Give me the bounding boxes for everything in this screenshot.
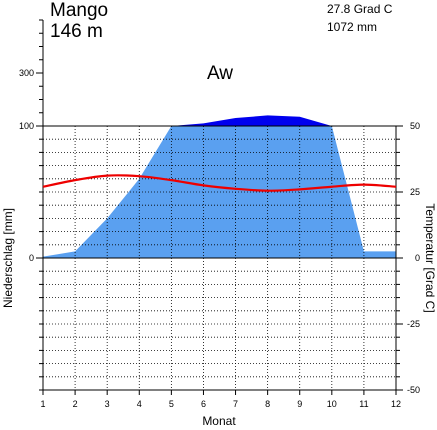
annual-precipitation: 1072 mm <box>327 20 378 34</box>
right-axis-label: Temperatur [Grad C] <box>423 203 437 312</box>
left-tick-label: 300 <box>19 68 34 78</box>
left-axis-label: Niederschlag [mm] <box>1 208 15 308</box>
annual-mean-temperature: 27.8 Grad C <box>327 2 393 16</box>
x-tick-label: 1 <box>40 399 45 409</box>
koppen-climate-label: Aw <box>207 63 233 84</box>
temperature-line-layer <box>42 174 397 192</box>
x-tick-label: 12 <box>391 399 401 409</box>
x-tick-label: 6 <box>201 399 206 409</box>
x-tick-label: 11 <box>359 399 368 409</box>
right-tick-label: -25 <box>407 319 420 329</box>
right-tick-label: 25 <box>410 187 420 197</box>
station-elevation: 146 m <box>50 21 103 42</box>
x-tick-label: 7 <box>233 399 238 409</box>
right-tick-label: 50 <box>410 121 420 131</box>
precipitation-area-lower <box>43 126 396 258</box>
right-tick-label: 0 <box>415 253 420 263</box>
precipitation-area-upper <box>171 115 332 126</box>
x-tick-label: 5 <box>169 399 174 409</box>
station-name: Mango <box>50 0 109 21</box>
x-tick-label: 9 <box>297 399 302 409</box>
right-tick-label: -50 <box>407 385 420 395</box>
label-layer: Aw Monat Niederschlag [mm] Temperatur [Grad… <box>1 63 437 428</box>
x-tick-label: 8 <box>265 399 270 409</box>
left-tick-label: 0 <box>29 253 34 263</box>
left-tick-label: 100 <box>19 121 34 131</box>
x-axis-label: Monat <box>202 414 236 428</box>
temperature-line <box>42 174 397 192</box>
x-tick-label: 3 <box>105 399 110 409</box>
precipitation-area-layer <box>43 115 396 258</box>
x-tick-label: 2 <box>73 399 78 409</box>
x-tick-label: 10 <box>327 399 337 409</box>
x-tick-label: 4 <box>137 399 142 409</box>
